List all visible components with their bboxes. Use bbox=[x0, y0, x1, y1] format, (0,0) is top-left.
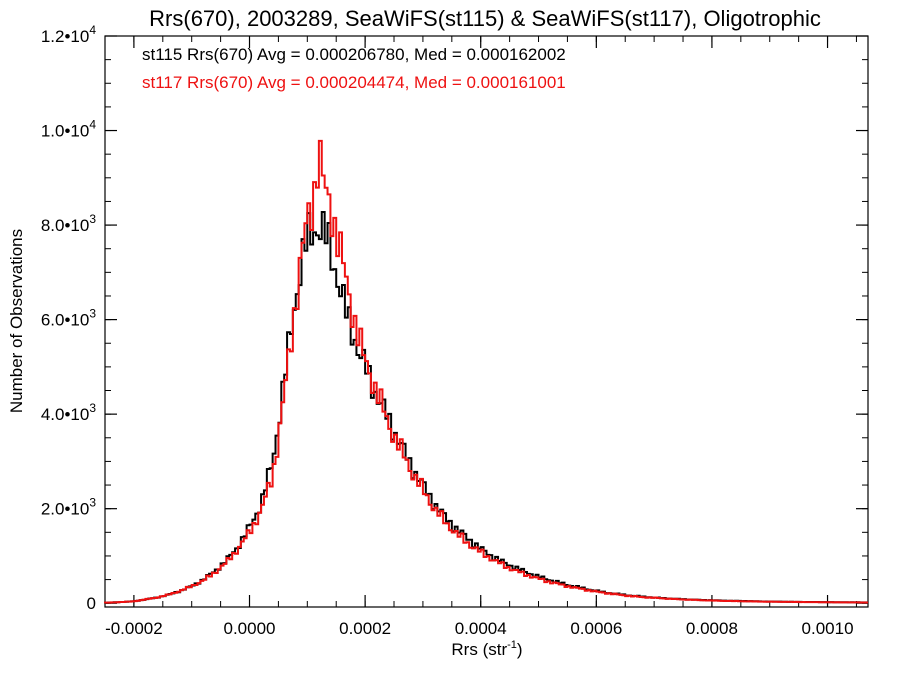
y-tick-label: 6.0•103 bbox=[41, 307, 97, 330]
x-tick-label: 0.0010 bbox=[802, 619, 854, 638]
y-tick-exponent: 3 bbox=[89, 212, 96, 226]
plot-frame bbox=[104, 35, 869, 608]
y-tick-label: 1.2•104 bbox=[41, 23, 97, 46]
x-tick-label: 0.0002 bbox=[339, 619, 391, 638]
legend-entry-1: st115 Rrs(670) Avg = 0.000206780, Med = … bbox=[142, 45, 566, 64]
legend: st115 Rrs(670) Avg = 0.000206780, Med = … bbox=[142, 45, 566, 92]
y-tick-exponent: 3 bbox=[89, 401, 96, 415]
legend-entry-2: st117 Rrs(670) Avg = 0.000204474, Med = … bbox=[142, 73, 566, 92]
x-tick-label: 0.0004 bbox=[455, 619, 507, 638]
y-tick-exponent: 4 bbox=[89, 118, 96, 132]
x-axis-label-base: Rrs (str bbox=[451, 640, 507, 659]
x-axis-label-close: ) bbox=[517, 640, 523, 659]
x-tick-label: 0.0006 bbox=[570, 619, 622, 638]
y-tick-mantissa: 4.0•10 bbox=[41, 405, 90, 424]
axis-ticks: -0.0002 0.0000 0.0002 0.0004 0.0006 0.0008 0.0… bbox=[41, 23, 868, 638]
x-tick-label: 0.0000 bbox=[224, 619, 276, 638]
y-tick-label: 2.0•103 bbox=[41, 496, 97, 519]
histogram-series-2 bbox=[104, 139, 868, 604]
y-axis-label: Number of Observations bbox=[7, 229, 26, 413]
y-tick-label: 8.0•103 bbox=[41, 212, 97, 235]
y-tick-label: 0 bbox=[87, 594, 96, 613]
y-tick-mantissa: 6.0•10 bbox=[41, 311, 90, 330]
y-tick-exponent: 3 bbox=[89, 307, 96, 321]
y-tick-exponent: 4 bbox=[89, 23, 96, 37]
x-axis-label: Rrs (str-1) bbox=[451, 639, 522, 659]
chart-title: Rrs(670), 2003289, SeaWiFS(st115) & SeaW… bbox=[149, 6, 821, 31]
y-tick-label: 1.0•104 bbox=[41, 118, 97, 141]
histogram-series-1 bbox=[104, 210, 868, 604]
y-tick-mantissa: 2.0•10 bbox=[41, 500, 90, 519]
x-tick-label: 0.0008 bbox=[686, 619, 738, 638]
y-tick-mantissa: 1.2•10 bbox=[41, 27, 90, 46]
series-layer bbox=[104, 139, 868, 604]
y-tick-mantissa: 1.0•10 bbox=[41, 122, 90, 141]
y-tick-label: 4.0•103 bbox=[41, 401, 97, 424]
y-tick-mantissa: 8.0•10 bbox=[41, 216, 90, 235]
y-tick-exponent: 3 bbox=[89, 496, 96, 510]
x-tick-label: -0.0002 bbox=[105, 619, 163, 638]
y-tick-mantissa: 0 bbox=[87, 594, 96, 613]
x-axis-label-exponent: -1 bbox=[507, 639, 517, 651]
